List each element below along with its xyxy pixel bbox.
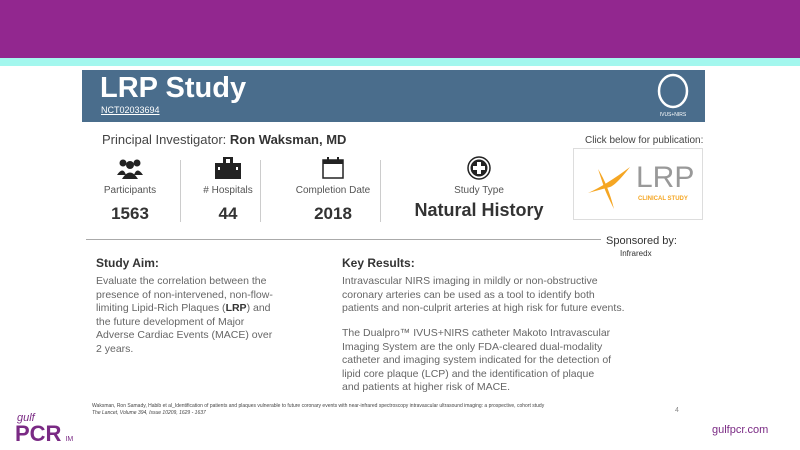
divider — [380, 160, 381, 222]
slide-header — [82, 70, 705, 122]
divider — [260, 160, 261, 222]
top-purple-band — [0, 0, 800, 58]
divider — [86, 239, 601, 240]
lrp-star-logo — [588, 167, 630, 209]
citation: Waksman, Ron Samady, Habib et al_Identif… — [92, 403, 545, 416]
sponsor-name: Infraredx — [620, 249, 652, 258]
stat-study-type: Study Type Natural History — [404, 155, 554, 221]
page-number: 4 — [675, 407, 679, 414]
website-link[interactable]: gulfpcr.com — [712, 424, 769, 436]
people-icon — [98, 155, 162, 181]
study-aim-heading: Study Aim: — [96, 256, 159, 270]
stat-participants: Participants 1563 — [98, 155, 162, 224]
publication-link[interactable]: LRP CLINICAL STUDY — [573, 148, 703, 220]
gulfpcr-logo: gulf PCR IM — [15, 412, 74, 446]
cyan-stripe — [0, 58, 800, 66]
page-title: LRP Study — [100, 72, 247, 104]
stat-hospitals: # Hospitals 44 — [196, 155, 260, 224]
ivus-nirs-logo: IVUS+NIRS — [648, 72, 698, 120]
plus-circle-icon — [404, 155, 554, 181]
hospital-icon — [196, 155, 260, 181]
sponsor-label: Sponsored by: — [606, 235, 677, 247]
key-results-heading: Key Results: — [342, 256, 415, 270]
publication-prompt: Click below for publication: — [585, 135, 704, 146]
key-results-p1: Intravascular NIRS imaging in mildly or … — [342, 275, 625, 314]
principal-investigator: Principal Investigator: Ron Waksman, MD — [102, 132, 347, 147]
stat-completion-date: Completion Date 2018 — [288, 155, 378, 224]
calendar-icon — [288, 155, 378, 181]
key-results-p2: The Dualpro™ IVUS+NIRS catheter Makoto I… — [342, 327, 612, 393]
nct-link[interactable]: NCT02033694 — [101, 105, 160, 115]
study-aim-text: Evaluate the correlation between the pre… — [96, 275, 273, 355]
divider — [180, 160, 181, 222]
